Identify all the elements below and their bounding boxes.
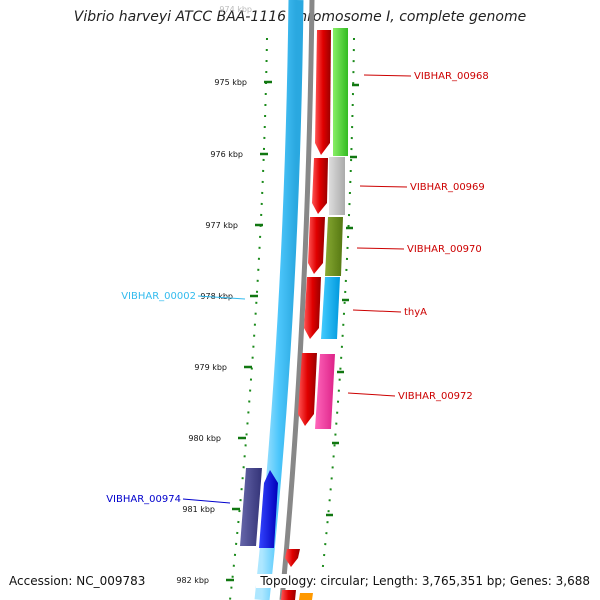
callout-leader-line	[363, 74, 412, 77]
callout-leader-line	[347, 392, 396, 397]
cds-block-cyan	[321, 277, 340, 339]
gene-arrow-red-3	[308, 217, 325, 274]
ruler-tick-label: 982 kbp	[176, 576, 209, 585]
gene-label-vibhar_00969[interactable]: VIBHAR_00969	[410, 182, 485, 193]
gene-arrow-red-7	[281, 590, 296, 600]
ruler-tick-label: 980 kbp	[188, 434, 221, 443]
ruler: 974 kbp 975 kbp 976 kbp 977 kbp 978 kbp 979 k…	[176, 5, 272, 585]
cds-block-pink	[315, 354, 335, 429]
gene-arrow-blue	[259, 470, 278, 548]
inner-dotted-scale	[229, 37, 268, 600]
cds-block-olive	[325, 217, 343, 276]
callout-leader-line	[197, 295, 246, 300]
ruler-tick-label: 978 kbp	[200, 292, 233, 301]
gene-arrow-red-4	[304, 277, 321, 339]
outer-tick-marks	[326, 83, 359, 517]
cds-block-orange	[299, 593, 313, 600]
backbone-gray-arc	[279, 0, 315, 600]
cds-block-green	[333, 28, 348, 156]
gene-label-vibhar_00002[interactable]: VIBHAR_00002	[121, 291, 196, 302]
genome-summary-text: Topology: circular; Length: 3,765,351 bp…	[256, 574, 590, 588]
callout-leader-line	[182, 498, 231, 504]
callout-leader-line	[359, 185, 408, 188]
cds-block-gray	[329, 157, 345, 215]
gene-arrow-red-2	[312, 158, 328, 214]
gene-callouts: VIBHAR_00968 VIBHAR_00969 VIBHAR_00970 thyA…	[106, 71, 489, 505]
gene-label-vibhar_00972[interactable]: VIBHAR_00972	[398, 391, 473, 402]
gene-arrow-red-5	[298, 353, 317, 426]
ruler-tick-label: 975 kbp	[214, 78, 247, 87]
gene-arrow-red-6	[285, 549, 300, 567]
ruler-tick-label: 976 kbp	[210, 150, 243, 159]
ruler-tick-label-faded: 974 kbp	[219, 5, 252, 14]
ruler-tick-label: 977 kbp	[205, 221, 238, 230]
gene-label-vibhar_00968[interactable]: VIBHAR_00968	[414, 71, 489, 82]
gene-label-vibhar_00970[interactable]: VIBHAR_00970	[407, 244, 482, 255]
outer-dotted-scale	[321, 37, 355, 576]
ruler-tick-label: 981 kbp	[182, 505, 215, 514]
gene-arrow-red-1	[315, 30, 331, 155]
gene-label-vibhar_00974[interactable]: VIBHAR_00974	[106, 494, 181, 505]
ruler-tick-label: 979 kbp	[194, 363, 227, 372]
callout-leader-line	[352, 309, 402, 313]
cds-block-navy	[240, 468, 262, 546]
gene-label-thya[interactable]: thyA	[404, 307, 427, 318]
callout-leader-line	[356, 247, 405, 250]
accession-text: Accession: NC_009783	[9, 574, 146, 588]
